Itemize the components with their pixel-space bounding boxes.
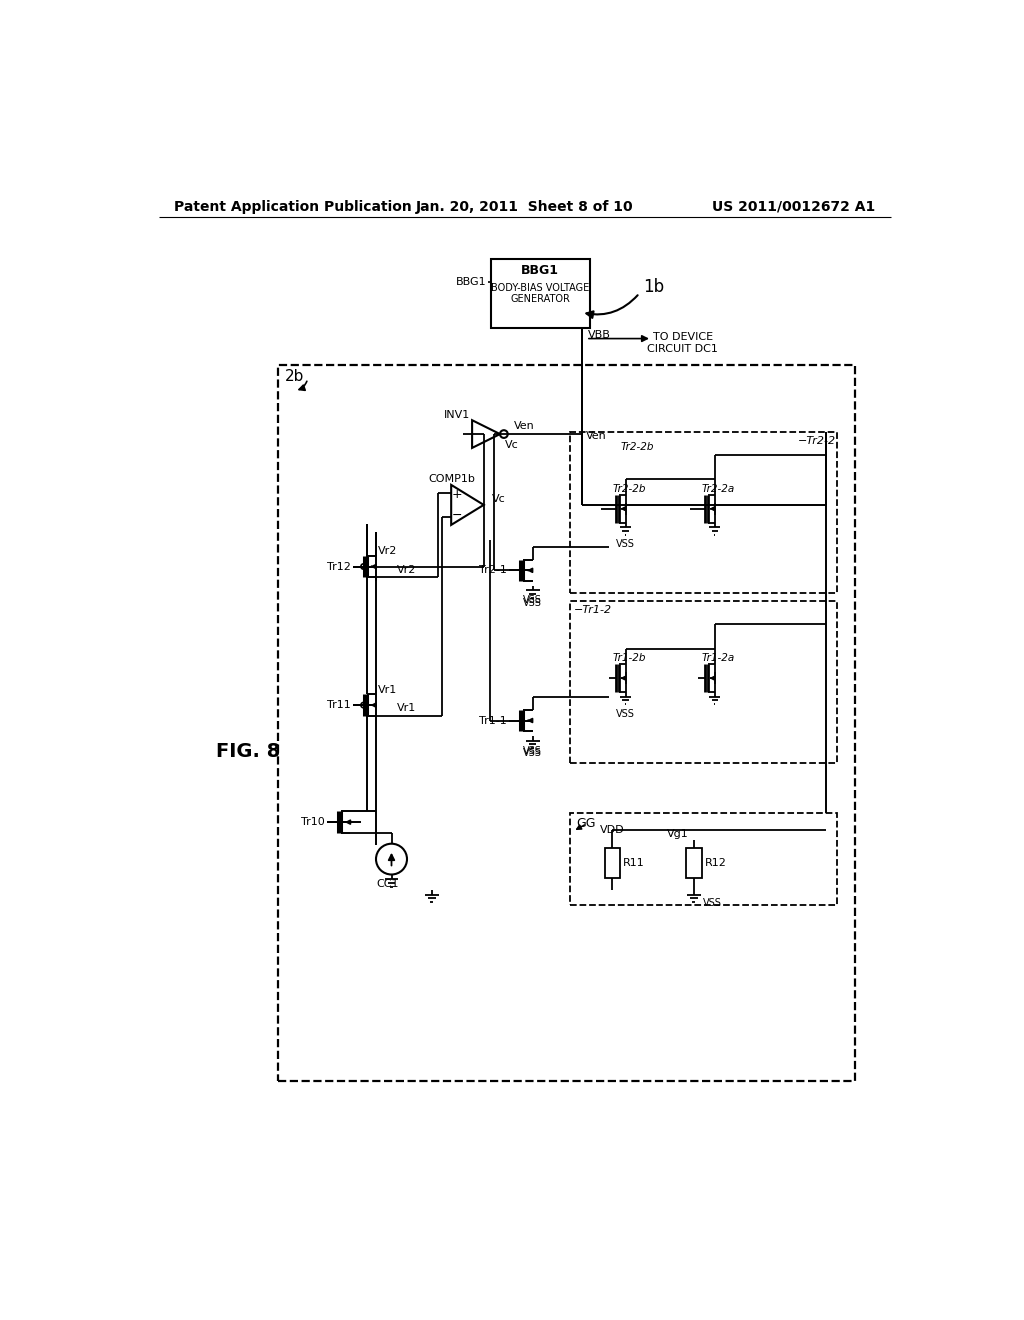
Text: COMP1b: COMP1b: [428, 474, 475, 483]
Text: Vr2: Vr2: [378, 546, 397, 556]
Text: Patent Application Publication: Patent Application Publication: [174, 199, 413, 214]
Text: −Tr1-2: −Tr1-2: [573, 606, 611, 615]
Text: VSS: VSS: [616, 539, 635, 549]
Text: BBG1: BBG1: [457, 277, 486, 286]
Text: Vr1: Vr1: [378, 685, 397, 694]
Text: Vg1: Vg1: [668, 829, 689, 838]
Text: 2b: 2b: [286, 368, 305, 384]
Text: Vc: Vc: [492, 494, 505, 504]
Circle shape: [360, 564, 367, 569]
Text: VSS: VSS: [703, 898, 722, 908]
Text: Tr11: Tr11: [327, 700, 350, 710]
Text: VBB: VBB: [589, 330, 611, 341]
Text: VSS: VSS: [523, 748, 542, 758]
Text: TO DEVICE
CIRCUIT DC1: TO DEVICE CIRCUIT DC1: [647, 333, 719, 354]
Bar: [278, 364, 855, 1081]
Circle shape: [500, 430, 508, 438]
Text: Tr2-2a: Tr2-2a: [701, 483, 735, 494]
Text: Tr10: Tr10: [301, 817, 325, 828]
Bar: [604, 847, 621, 878]
Bar: [686, 847, 701, 878]
Bar: [490, 259, 590, 327]
Text: Tr2-2b: Tr2-2b: [612, 483, 646, 494]
Bar: [569, 432, 838, 594]
Text: Tr2-2b: Tr2-2b: [621, 442, 653, 453]
Text: CC1: CC1: [377, 879, 399, 888]
Text: R11: R11: [624, 858, 645, 869]
Text: Vr1: Vr1: [397, 704, 417, 713]
Text: VSS: VSS: [523, 595, 542, 606]
Bar: [569, 813, 838, 906]
Text: Ven: Ven: [514, 421, 535, 432]
Circle shape: [360, 702, 367, 708]
Text: 1b: 1b: [643, 279, 664, 296]
Text: Tr2-1: Tr2-1: [479, 565, 507, 576]
Text: +: +: [452, 487, 463, 500]
Text: US 2011/0012672 A1: US 2011/0012672 A1: [712, 199, 876, 214]
Text: Ven: Ven: [586, 430, 607, 441]
Text: Tr1-2a: Tr1-2a: [701, 653, 735, 663]
Text: GG: GG: [575, 817, 595, 830]
Text: Vc: Vc: [505, 440, 518, 450]
Text: INV1: INV1: [444, 409, 471, 420]
Text: BODY-BIAS VOLTAGE: BODY-BIAS VOLTAGE: [492, 282, 590, 293]
Bar: [569, 601, 838, 763]
Text: FIG. 8: FIG. 8: [216, 742, 281, 760]
Text: GENERATOR: GENERATOR: [510, 293, 570, 304]
Text: VSS: VSS: [523, 746, 542, 755]
Text: −Tr2-2: −Tr2-2: [798, 436, 836, 446]
Text: Vr2: Vr2: [397, 565, 417, 574]
Text: Jan. 20, 2011  Sheet 8 of 10: Jan. 20, 2011 Sheet 8 of 10: [416, 199, 634, 214]
Text: Tr12: Tr12: [327, 561, 350, 572]
Text: Tr1-1: Tr1-1: [479, 715, 507, 726]
Text: VSS: VSS: [523, 598, 542, 607]
Text: VDD: VDD: [600, 825, 625, 834]
Text: −: −: [453, 510, 463, 523]
Text: BBG1: BBG1: [521, 264, 559, 277]
Text: VSS: VSS: [616, 709, 635, 718]
Text: Tr1-2b: Tr1-2b: [612, 653, 646, 663]
Text: R12: R12: [705, 858, 726, 869]
